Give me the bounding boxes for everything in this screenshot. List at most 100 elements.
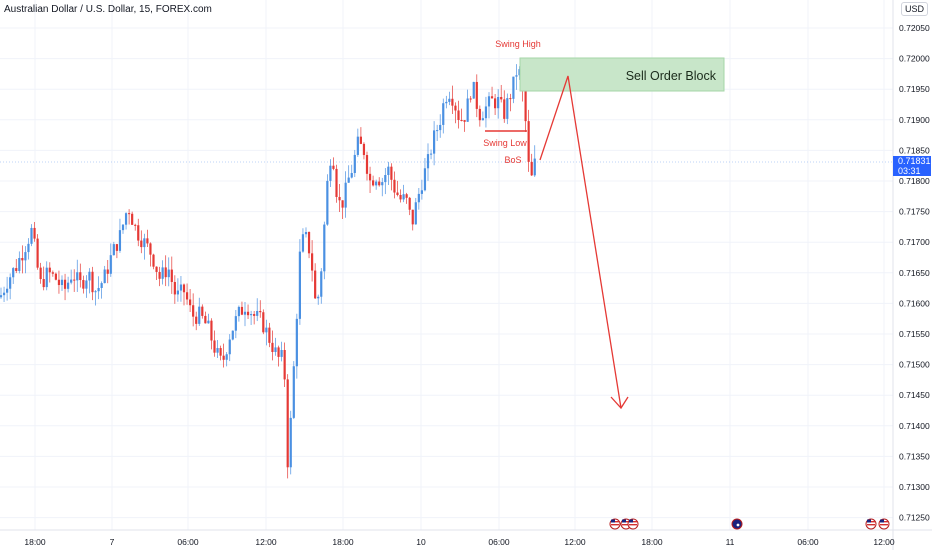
order-block-label: Sell Order Block xyxy=(626,69,717,83)
candle-body xyxy=(326,180,329,225)
candle-body xyxy=(2,292,6,296)
candle-body xyxy=(341,200,344,208)
candle-body xyxy=(350,173,353,178)
candle-body xyxy=(393,179,396,193)
candle-body xyxy=(97,287,100,292)
price-tick-label: 0.71650 xyxy=(899,268,930,278)
candle-body xyxy=(225,354,228,360)
candle-body xyxy=(27,243,30,253)
candle-body xyxy=(137,225,140,241)
candle-body xyxy=(445,101,448,104)
candle-body xyxy=(146,238,149,244)
candle-body xyxy=(253,314,256,316)
candle-body xyxy=(170,269,173,282)
candle-body xyxy=(457,110,460,120)
candle-body xyxy=(231,330,234,340)
candle-body xyxy=(103,269,106,284)
price-tick-label: 0.71500 xyxy=(899,360,930,370)
candle-body xyxy=(121,224,125,231)
candle-body xyxy=(91,271,94,293)
candle-body xyxy=(57,279,61,286)
candle-body xyxy=(6,288,9,293)
us-flag-icon[interactable] xyxy=(627,518,639,530)
candle-body xyxy=(524,90,527,122)
candle-body xyxy=(259,310,262,313)
swing-high-label: Swing High xyxy=(495,39,541,49)
candle-body xyxy=(192,305,195,317)
candle-body xyxy=(381,182,384,186)
candle-body xyxy=(426,154,430,169)
price-tick-label: 0.71350 xyxy=(899,451,930,461)
candle-body xyxy=(48,267,51,273)
candle-body xyxy=(274,347,277,352)
candle-body xyxy=(115,244,118,251)
time-tick-label: 12:00 xyxy=(255,537,277,547)
candle-body xyxy=(39,267,42,280)
candle-body xyxy=(454,105,457,111)
candle-body xyxy=(402,194,405,200)
candle-body xyxy=(335,168,338,197)
candle-body xyxy=(408,197,411,210)
price-tick-label: 0.71300 xyxy=(899,482,930,492)
currency-badge[interactable]: USD xyxy=(901,2,929,16)
candle-body xyxy=(158,271,161,279)
us-flag-icon[interactable] xyxy=(865,518,877,530)
arrow-head-icon xyxy=(610,396,629,410)
candle-body xyxy=(250,314,253,316)
us-flag-icon[interactable] xyxy=(609,518,621,530)
candle-body xyxy=(417,193,420,203)
price-tick-label: 0.72050 xyxy=(899,23,930,33)
candle-body xyxy=(298,251,301,319)
candle-body xyxy=(109,255,112,274)
candle-body xyxy=(195,316,198,324)
candle-body xyxy=(201,306,204,316)
candle-body xyxy=(442,103,445,125)
candle-body xyxy=(277,347,280,357)
time-tick-label: 10 xyxy=(416,537,426,547)
candle-body xyxy=(414,202,417,225)
time-tick-label: 06:00 xyxy=(177,537,199,547)
candles xyxy=(0,61,536,479)
candle-body xyxy=(304,232,308,235)
candle-body xyxy=(295,318,298,367)
swing-low-label: Swing Low xyxy=(483,138,527,148)
candle-body xyxy=(42,279,45,288)
candle-body xyxy=(152,254,155,267)
time-tick-label: 11 xyxy=(726,537,735,547)
price-tick-label: 0.72000 xyxy=(899,54,930,64)
candle-body xyxy=(329,165,332,181)
candle-body xyxy=(149,243,152,255)
candle-body xyxy=(143,238,146,248)
current-price-tag: 0.71831 03:31 xyxy=(893,156,931,176)
candle-body xyxy=(173,281,176,295)
candle-body xyxy=(292,366,295,418)
candle-body xyxy=(368,173,372,181)
candle-body xyxy=(33,227,36,239)
price-tick-label: 0.71700 xyxy=(899,237,930,247)
candle-body xyxy=(128,213,131,215)
us-flag-icon[interactable] xyxy=(878,518,890,530)
candle-body xyxy=(161,267,164,279)
time-tick-label: 12:00 xyxy=(873,537,895,547)
au-flag-icon[interactable] xyxy=(731,518,743,530)
candle-body xyxy=(106,269,109,274)
candle-body xyxy=(228,339,231,355)
candle-body xyxy=(240,306,244,315)
candle-body xyxy=(372,180,375,186)
candle-body xyxy=(210,320,213,341)
projection-path xyxy=(539,75,622,409)
candle-body xyxy=(67,282,70,289)
candle-body xyxy=(283,350,286,380)
candle-body xyxy=(207,320,210,324)
price-tick-label: 0.71600 xyxy=(899,298,930,308)
candle-body xyxy=(0,295,3,298)
candle-body xyxy=(155,266,158,272)
candle-body xyxy=(301,234,305,252)
candle-body xyxy=(311,253,314,271)
candle-body xyxy=(314,270,317,299)
candle-body xyxy=(76,272,79,281)
price-tick-label: 0.71950 xyxy=(899,84,930,94)
candle-body xyxy=(271,342,274,352)
